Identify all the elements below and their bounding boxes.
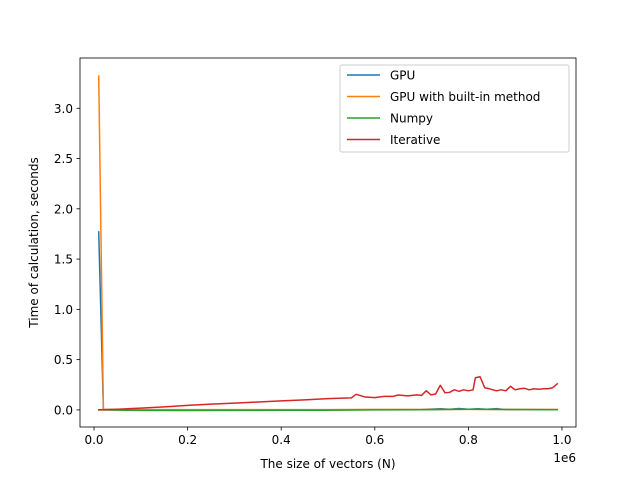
y-tick-label: 3.0 [54,102,73,116]
x-tick-label: 0.6 [365,433,384,447]
legend-label-3: Iterative [390,133,440,147]
legend-label-0: GPU [390,69,415,83]
x-axis-label: The size of vectors (N) [259,457,395,471]
y-axis-label: Time of calculation, seconds [27,157,41,328]
y-tick-label: 0.5 [54,353,73,367]
y-tick-label: 0.0 [54,403,73,417]
x-tick-label: 0.4 [272,433,291,447]
y-tick-label: 2.0 [54,202,73,216]
x-axis: 0.0 0.2 0.4 0.6 0.8 1.0 [84,427,572,447]
legend-label-1: GPU with built-in method [390,90,540,104]
x-tick-label: 0.0 [84,433,103,447]
x-tick-label: 0.2 [178,433,197,447]
y-tick-label: 1.0 [54,303,73,317]
legend-box [339,64,570,153]
y-tick-label: 2.5 [54,152,73,166]
series-line-2 [97,408,559,412]
plot-frame [79,57,577,428]
x-tick-label: 0.8 [459,433,478,447]
series-layer [97,75,559,412]
legend: GPU GPU with built-in method Numpy Iterativ… [339,64,570,153]
series-line-3 [97,375,559,411]
x-tick-label: 1.0 [552,433,571,447]
y-axis: 0.0 0.5 1.0 1.5 2.0 2.5 3.0 [54,102,80,417]
y-tick-label: 1.5 [54,253,73,267]
legend-label-2: Numpy [390,112,433,126]
x-offset-label: 1e6 [553,451,576,465]
